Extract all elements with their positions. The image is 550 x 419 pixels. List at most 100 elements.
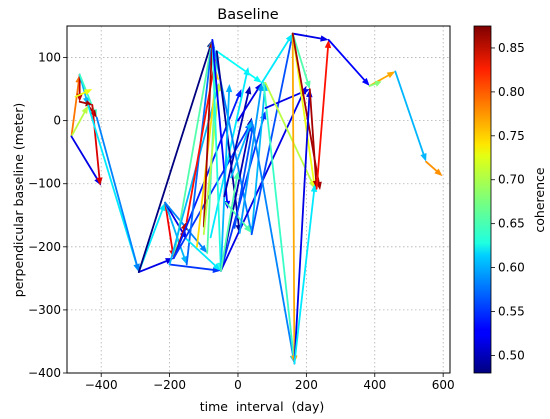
- arrow-head: [434, 168, 443, 177]
- arrow-head: [374, 80, 382, 87]
- arrow-shaft: [264, 81, 313, 183]
- baseline-arrow: [74, 89, 93, 98]
- arrow-shaft: [70, 135, 98, 180]
- arrow-shaft: [164, 201, 174, 252]
- plot-frame: [66, 25, 451, 374]
- baseline-arrow: [70, 105, 89, 138]
- arrow-shaft: [425, 160, 438, 172]
- arrow-shaft: [219, 178, 238, 272]
- x-tick-label: 400: [363, 378, 386, 392]
- arrow-head: [181, 255, 188, 265]
- arrow-shaft: [168, 263, 214, 271]
- arrow-head: [310, 183, 318, 193]
- arrow-shaft: [78, 100, 87, 105]
- colorbar-label: coherence: [532, 167, 547, 232]
- arrow-head: [245, 120, 252, 130]
- baseline-arrow: [262, 81, 297, 364]
- arrow-shaft: [164, 201, 185, 258]
- arrow-head: [245, 85, 252, 95]
- y-tick-label: −400: [28, 366, 61, 380]
- arrow-shaft: [172, 46, 212, 260]
- x-tick-label: −200: [153, 378, 186, 392]
- arrow-shaft: [219, 91, 230, 272]
- colorbar-tick-label: 0.80: [498, 85, 525, 99]
- colorbar-tick-label: 0.55: [498, 305, 525, 319]
- baseline-arrow: [315, 39, 332, 190]
- baseline-arrow: [219, 84, 233, 272]
- arrow-shaft: [230, 127, 250, 179]
- arrow-shaft: [315, 46, 329, 190]
- arrow-head: [133, 263, 140, 273]
- colorbar-tick-label: 0.60: [498, 261, 525, 275]
- arrow-shaft: [215, 50, 257, 80]
- arrow-head: [85, 100, 93, 107]
- arrow-shaft: [250, 40, 292, 236]
- y-tick-label: −200: [28, 240, 61, 254]
- arrow-shaft: [70, 81, 80, 138]
- baseline-arrow: [327, 38, 370, 86]
- arrow-head: [159, 202, 166, 212]
- baseline-arrow: [425, 160, 443, 177]
- arrow-head: [386, 71, 396, 79]
- arrow-shaft: [308, 88, 317, 182]
- arrows: [70, 32, 443, 365]
- arrow-shaft: [164, 201, 203, 248]
- arrow-head: [253, 75, 262, 83]
- arrow-shaft: [211, 38, 222, 264]
- arrow-shaft: [137, 46, 211, 273]
- arrow-shaft: [202, 46, 213, 228]
- arrow-head: [235, 89, 242, 98]
- arrow-shaft: [95, 116, 138, 266]
- arrow-shaft: [233, 130, 253, 229]
- arrow-shaft: [70, 111, 86, 138]
- colorbar-tick-label: 0.65: [498, 217, 525, 231]
- arrow-head: [361, 77, 370, 86]
- baseline-arrow: [91, 103, 103, 186]
- baseline-arrow: [185, 238, 221, 271]
- arrow-shaft: [262, 81, 295, 357]
- baseline-arrow: [168, 263, 221, 273]
- arrow-head: [96, 177, 103, 186]
- arrow-shaft: [185, 238, 216, 267]
- baseline-arrow: [293, 183, 318, 365]
- arrow-head: [304, 80, 311, 90]
- baseline-arrow: [137, 39, 213, 273]
- x-tick-label: 200: [295, 378, 318, 392]
- colorbar-tick-label: 0.50: [498, 348, 525, 362]
- arrow-shaft: [264, 91, 304, 109]
- x-axis-label: time interval (day): [200, 399, 325, 414]
- baseline-arrow: [78, 100, 93, 107]
- arrow-shaft: [291, 32, 296, 357]
- baseline-arrow: [291, 32, 311, 90]
- y-axis-ticks: 100 0 −100 −200 −300 −400: [28, 51, 67, 380]
- arrow-head: [233, 171, 240, 180]
- arrow-head: [285, 33, 293, 43]
- colorbar-gradient: [473, 25, 492, 374]
- arrow-shaft: [291, 32, 322, 40]
- arrow-shaft: [91, 103, 101, 179]
- arrow-head: [81, 105, 89, 115]
- arrow-shaft: [293, 96, 311, 365]
- baseline-arrow: [215, 50, 262, 83]
- arrow-shaft: [74, 91, 86, 98]
- grid: [67, 26, 450, 374]
- colorbar-tick-label: 0.75: [498, 129, 525, 143]
- colorbar: 0.85 0.80 0.75 0.70 0.65 0.60 0.55 0.50 coheren…: [473, 25, 547, 374]
- baseline-arrow: [164, 201, 208, 254]
- chart-title: Baseline: [217, 7, 279, 23]
- arrow-shaft: [327, 38, 366, 81]
- baseline-arrow: [261, 33, 293, 84]
- arrow-shaft: [237, 88, 259, 122]
- y-tick-label: 100: [38, 51, 61, 65]
- baseline-arrow: [291, 32, 329, 42]
- baseline-arrow: [230, 120, 252, 179]
- arrow-shaft: [209, 73, 248, 239]
- arrow-shaft: [293, 190, 315, 365]
- x-axis-ticks: −400 −200 0 200 400 600: [85, 373, 455, 392]
- baseline-arrow: [394, 70, 427, 162]
- baseline-arrow: [368, 80, 382, 87]
- y-tick-label: −100: [28, 177, 61, 191]
- arrow-head: [324, 39, 332, 49]
